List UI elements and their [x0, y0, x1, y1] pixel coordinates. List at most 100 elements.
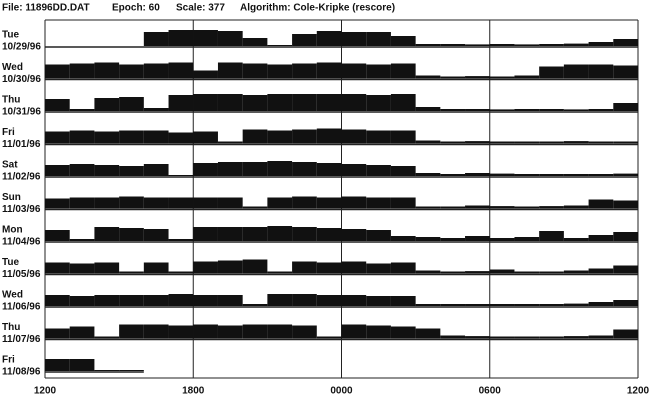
date-label: 10/30/96 — [2, 74, 41, 85]
activity-bar — [242, 129, 268, 144]
activity-bar — [94, 98, 120, 111]
activity-bar — [168, 132, 194, 144]
activity-bar — [193, 70, 218, 79]
activity-bar — [45, 165, 70, 176]
activity-bar — [217, 325, 243, 339]
activity-bar — [217, 162, 243, 176]
activity-bar — [143, 295, 169, 306]
date-label: 10/29/96 — [2, 42, 41, 53]
activity-bar — [390, 326, 416, 339]
activity-bar — [613, 173, 638, 176]
activity-bar — [267, 271, 293, 274]
activity-bar — [143, 32, 169, 46]
activity-bar — [217, 295, 243, 306]
activity-bar — [440, 141, 466, 144]
activity-bar — [563, 109, 589, 111]
activity-bar — [193, 30, 218, 46]
activity-bar — [390, 197, 416, 209]
activity-bar — [69, 164, 95, 176]
activity-bar — [440, 174, 466, 176]
activity-bar — [94, 62, 120, 79]
activity-bar — [366, 263, 391, 274]
activity-bar — [415, 44, 441, 46]
activity-bar — [465, 44, 490, 46]
activity-bar — [563, 238, 589, 241]
activity-bar — [45, 295, 70, 306]
activity-bar — [613, 39, 638, 46]
activity-bar — [94, 197, 120, 209]
activity-bar — [539, 174, 564, 176]
activity-bar — [193, 163, 218, 176]
date-label: 11/06/96 — [2, 302, 41, 313]
activity-bar — [440, 109, 466, 111]
activity-bar — [119, 196, 144, 209]
activity-bar — [563, 270, 589, 274]
activity-bar — [613, 141, 638, 144]
activity-bar — [563, 174, 589, 176]
activity-bar — [465, 141, 490, 144]
activity-bar — [94, 336, 120, 339]
date-label: 11/02/96 — [2, 172, 41, 183]
activity-bar — [415, 75, 441, 79]
activity-bar — [341, 129, 367, 144]
activity-bar — [440, 76, 466, 79]
activity-bar — [390, 63, 416, 79]
activity-bar — [316, 128, 342, 144]
activity-bar — [193, 94, 218, 111]
activity-bar — [119, 370, 144, 371]
activity-bar — [119, 228, 144, 241]
activity-bar — [94, 131, 120, 144]
day-label: Wed — [2, 62, 23, 73]
activity-bar — [316, 262, 342, 274]
activity-bar — [390, 166, 416, 176]
activity-bar — [613, 103, 638, 111]
activity-bar — [489, 304, 515, 306]
activity-bar — [242, 324, 268, 339]
activity-bar — [316, 94, 342, 111]
activity-bar — [168, 271, 194, 274]
activity-bar — [168, 62, 194, 79]
activity-bar — [465, 271, 490, 274]
activity-bar — [193, 131, 218, 144]
activity-bar — [267, 45, 293, 46]
activity-bar — [341, 229, 367, 241]
activity-bar — [539, 141, 564, 144]
activity-bar — [415, 237, 441, 241]
day-label: Sun — [2, 192, 21, 203]
activity-bar — [366, 296, 391, 306]
activity-bar — [415, 304, 441, 306]
activity-bar — [613, 200, 638, 209]
activity-bar — [415, 173, 441, 176]
activity-bar — [119, 324, 144, 339]
activity-bar — [69, 63, 95, 79]
activity-bar — [292, 294, 317, 306]
activity-bar — [94, 295, 120, 306]
activity-bar — [242, 162, 268, 176]
activity-bar — [168, 197, 194, 209]
activity-bar — [143, 197, 169, 209]
activity-bar — [292, 129, 317, 144]
activity-bar — [292, 196, 317, 209]
x-tick-label: 1200 — [34, 386, 57, 397]
activity-bar — [390, 262, 416, 274]
activity-bar — [316, 295, 342, 306]
day-label: Fri — [2, 355, 15, 366]
activity-bar — [415, 140, 441, 144]
activity-bar — [193, 227, 218, 241]
activity-bar — [69, 239, 95, 241]
activity-bar — [341, 94, 367, 111]
activity-bar — [316, 228, 342, 241]
header-field: Scale: 377 — [176, 3, 225, 14]
activity-bar — [193, 324, 218, 339]
activity-bar — [119, 130, 144, 144]
activity-bar — [440, 238, 466, 241]
activity-bar — [366, 165, 391, 176]
activity-bar — [514, 75, 540, 79]
activity-bar — [341, 164, 367, 176]
activity-bar — [316, 163, 342, 176]
activity-bar — [390, 130, 416, 144]
activity-bar — [588, 235, 614, 241]
activity-bar — [465, 109, 490, 111]
activity-bar — [366, 197, 391, 209]
activity-bar — [489, 44, 515, 46]
